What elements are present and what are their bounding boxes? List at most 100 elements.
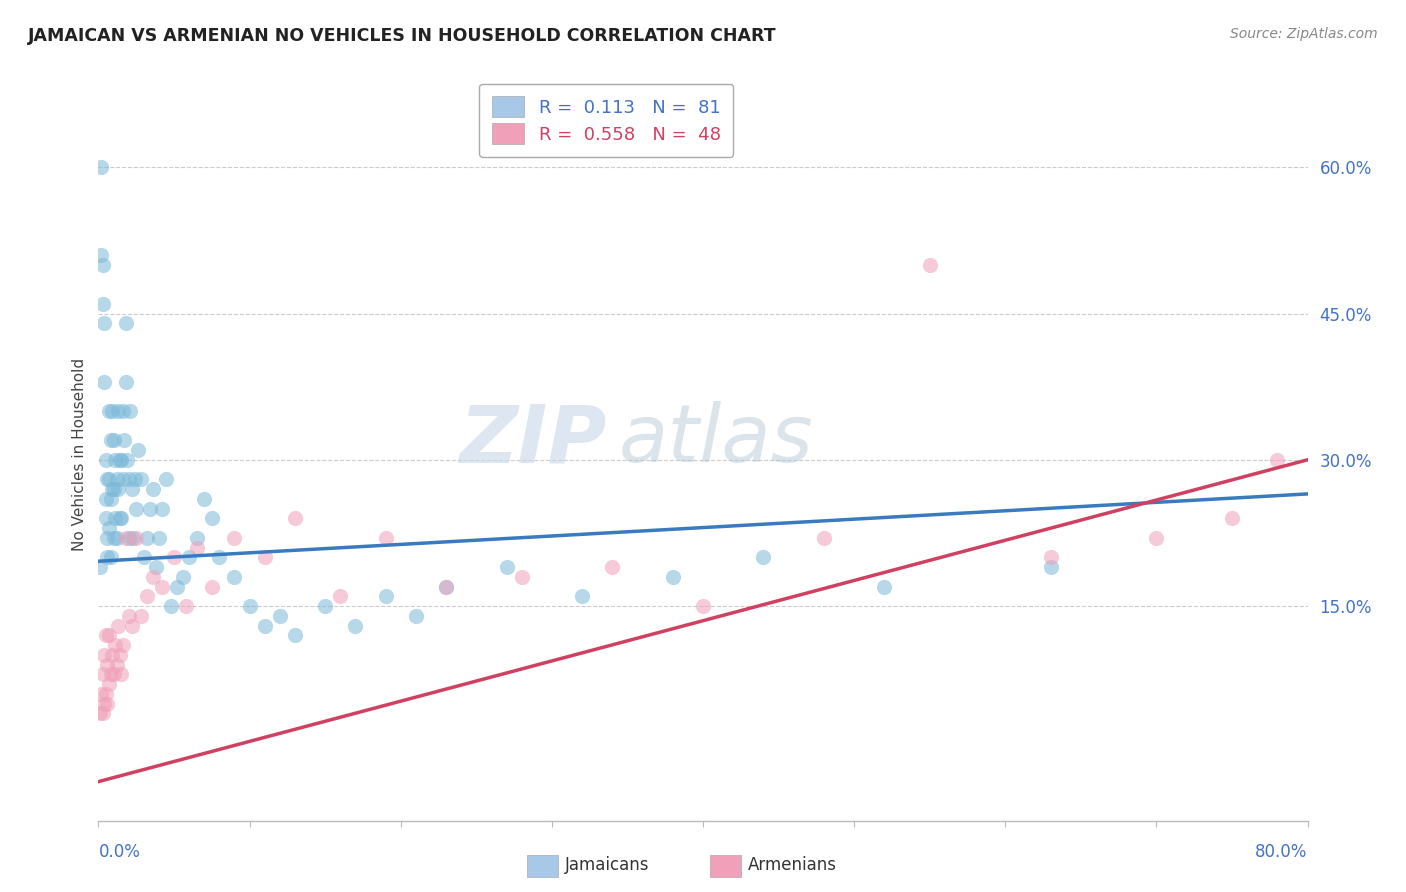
Point bbox=[1265, 452, 1288, 467]
Point bbox=[100, 491, 122, 506]
Text: ZIP: ZIP bbox=[458, 401, 606, 479]
Point bbox=[108, 452, 131, 467]
Point bbox=[101, 648, 124, 662]
Text: Jamaicans: Jamaicans bbox=[565, 856, 650, 874]
Point bbox=[114, 531, 136, 545]
Point bbox=[329, 590, 352, 604]
Point bbox=[129, 608, 152, 623]
Point bbox=[98, 521, 121, 535]
Point bbox=[142, 482, 165, 496]
Point bbox=[201, 580, 224, 594]
Point bbox=[434, 580, 457, 594]
Point bbox=[111, 404, 134, 418]
Y-axis label: No Vehicles in Household: No Vehicles in Household bbox=[72, 359, 87, 551]
Point bbox=[104, 638, 127, 652]
Point bbox=[114, 316, 136, 330]
Point bbox=[100, 550, 122, 565]
Point bbox=[142, 570, 165, 584]
Point bbox=[103, 434, 125, 448]
Point bbox=[1039, 550, 1062, 565]
Point bbox=[103, 482, 125, 496]
Point bbox=[100, 434, 122, 448]
Point bbox=[752, 550, 775, 565]
Point bbox=[129, 472, 152, 486]
Point bbox=[155, 472, 177, 486]
Point bbox=[107, 482, 129, 496]
Point bbox=[918, 258, 941, 272]
Text: Armenians: Armenians bbox=[748, 856, 837, 874]
Point bbox=[112, 434, 135, 448]
Point bbox=[186, 541, 208, 555]
Point bbox=[94, 452, 117, 467]
Point bbox=[118, 472, 141, 486]
Point bbox=[571, 590, 593, 604]
Point bbox=[122, 531, 145, 545]
Point bbox=[98, 404, 121, 418]
Point bbox=[94, 628, 117, 642]
Point bbox=[284, 511, 307, 525]
Point bbox=[177, 550, 201, 565]
Point bbox=[105, 531, 128, 545]
Point bbox=[150, 580, 173, 594]
Point bbox=[96, 531, 118, 545]
Point bbox=[253, 550, 276, 565]
Point bbox=[813, 531, 835, 545]
Point bbox=[91, 258, 114, 272]
Point bbox=[93, 375, 115, 389]
Point bbox=[124, 472, 146, 486]
Point bbox=[1039, 560, 1062, 574]
Point bbox=[201, 511, 224, 525]
Text: JAMAICAN VS ARMENIAN NO VEHICLES IN HOUSEHOLD CORRELATION CHART: JAMAICAN VS ARMENIAN NO VEHICLES IN HOUS… bbox=[28, 27, 776, 45]
Legend: R =  0.113   N =  81, R =  0.558   N =  48: R = 0.113 N = 81, R = 0.558 N = 48 bbox=[479, 84, 734, 157]
Point bbox=[101, 404, 124, 418]
Point bbox=[125, 531, 148, 545]
Point bbox=[127, 443, 149, 458]
Point bbox=[98, 472, 121, 486]
Point bbox=[107, 618, 129, 632]
Point bbox=[103, 667, 125, 681]
Point bbox=[98, 628, 121, 642]
Point bbox=[269, 608, 291, 623]
Text: 80.0%: 80.0% bbox=[1256, 843, 1308, 861]
Point bbox=[100, 667, 122, 681]
Point bbox=[405, 608, 427, 623]
Point bbox=[96, 657, 118, 672]
Point bbox=[163, 550, 186, 565]
Point bbox=[105, 472, 128, 486]
Point bbox=[172, 570, 194, 584]
Point bbox=[374, 590, 396, 604]
Point bbox=[239, 599, 262, 613]
Point bbox=[661, 570, 683, 584]
Point bbox=[139, 501, 162, 516]
Point bbox=[90, 687, 112, 701]
Point bbox=[224, 570, 246, 584]
Text: Source: ZipAtlas.com: Source: ZipAtlas.com bbox=[1230, 27, 1378, 41]
Point bbox=[374, 531, 396, 545]
Text: atlas: atlas bbox=[619, 401, 813, 479]
Point bbox=[135, 590, 157, 604]
Point bbox=[166, 580, 188, 594]
Point bbox=[89, 706, 111, 721]
Point bbox=[96, 550, 118, 565]
Point bbox=[148, 531, 170, 545]
Point bbox=[104, 452, 127, 467]
Point bbox=[873, 580, 896, 594]
Point bbox=[94, 491, 117, 506]
Point bbox=[107, 404, 129, 418]
Point bbox=[91, 297, 114, 311]
Point bbox=[120, 404, 142, 418]
Point bbox=[111, 472, 134, 486]
Point bbox=[434, 580, 457, 594]
Point bbox=[118, 531, 141, 545]
Point bbox=[90, 160, 112, 174]
Point bbox=[108, 511, 131, 525]
Point bbox=[111, 638, 134, 652]
Point bbox=[692, 599, 714, 613]
Point bbox=[284, 628, 307, 642]
Point bbox=[105, 657, 128, 672]
Point bbox=[103, 531, 125, 545]
Point bbox=[495, 560, 517, 574]
Point bbox=[602, 560, 624, 574]
Point bbox=[110, 511, 132, 525]
Point bbox=[104, 511, 127, 525]
